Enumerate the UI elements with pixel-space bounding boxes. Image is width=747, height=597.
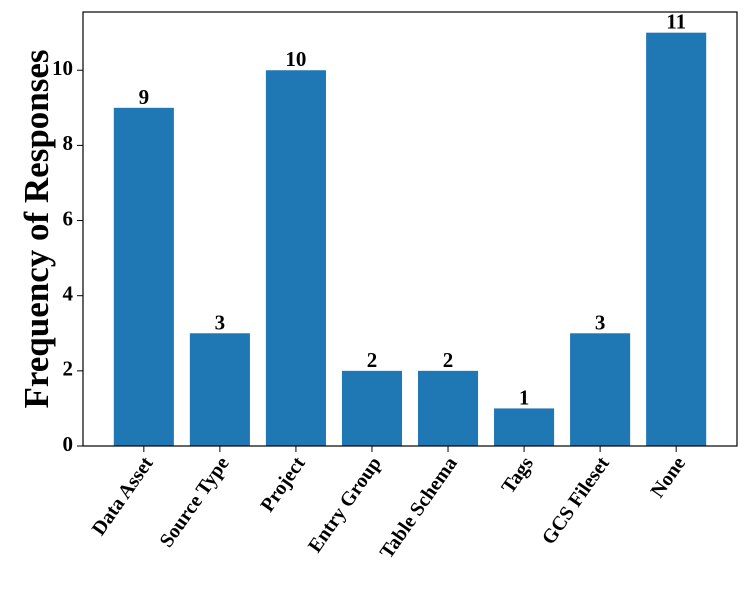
x-tick-label: Project [256,453,310,517]
value-label: 3 [215,310,226,334]
value-label: 1 [519,385,530,409]
y-tick-label: 10 [52,56,73,80]
value-label: 2 [443,348,454,372]
x-tick-label: Tags [497,453,538,498]
x-tick-label: Source Type [155,453,233,552]
bar [646,32,707,447]
bar [113,107,174,447]
x-tick-label: Table Schema [376,453,462,563]
y-tick-label: 6 [63,206,74,230]
plot-frame [82,11,738,447]
bar [494,408,555,446]
value-label: 10 [285,47,306,71]
y-tick-label: 4 [63,282,74,306]
bar [341,370,403,446]
y-axis-label: Frequency of Responses [17,49,56,408]
x-tick-label: Entry Group [304,453,386,557]
value-label: 11 [666,10,686,34]
y-tick-label: 8 [63,131,74,155]
x-tick-label: GCS Fileset [538,453,615,549]
bar [417,370,479,446]
value-label: 3 [595,310,606,334]
bar [265,70,326,446]
x-tick-label: None [647,453,691,502]
bar [189,333,250,446]
x-tick-label: Data Asset [88,453,158,540]
y-tick-label: 0 [63,432,74,456]
y-tick-label: 2 [63,357,74,381]
value-label: 2 [367,348,378,372]
bar [570,333,631,446]
value-label: 9 [139,85,150,109]
